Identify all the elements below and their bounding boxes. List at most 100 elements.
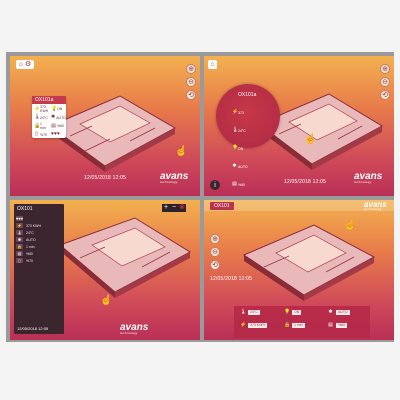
- brand-logo: avans technology: [160, 171, 188, 184]
- zoom-out-button[interactable]: ⊖: [186, 77, 196, 87]
- panel-4: OX101 avans technology ⊕ ⊖ ⟲ 12/05/2018 …: [204, 200, 394, 340]
- thermometer-icon: 🌡: [232, 127, 239, 133]
- stat-cell: ⚡ 373 KWH: [240, 323, 267, 328]
- side-row-value: 373 KWH: [26, 223, 41, 228]
- room-card-cells: ⚡ 373 KWH 💡 ON 🌡 24°C ✱ AUTO 🔒 1 min ▤ %60 ▯ %70 ♥♥♥: [32, 104, 66, 138]
- room-circle-title: OX101a: [238, 92, 257, 98]
- stat-value: 373 KWH: [40, 105, 49, 113]
- home-button[interactable]: ⌂ ⚙: [16, 60, 34, 69]
- info-button[interactable]: i: [210, 180, 220, 190]
- zoom-in-button[interactable]: ⊕: [186, 64, 196, 74]
- stat-cell: 🌡 24°C: [34, 115, 48, 120]
- zoom-out-icon: ⊖: [188, 79, 194, 86]
- zoom-in-button[interactable]: ⊕: [210, 234, 220, 244]
- thermometer-icon: 🌡: [240, 309, 247, 315]
- logo-text: avans: [160, 171, 189, 182]
- home-button[interactable]: ⌂: [208, 60, 217, 69]
- datetime: 12/05/2018 12:05: [17, 326, 49, 331]
- reset-button[interactable]: ⟲: [380, 90, 390, 100]
- hand-icon: ☝: [100, 295, 113, 306]
- reset-icon: ⟲: [188, 92, 194, 99]
- room-circle-popup[interactable]: OX101a ⚡373🌡24°C💡ON✱AUTO▤%60♥♥♥: [216, 84, 280, 187]
- floor-plan[interactable]: [204, 200, 394, 340]
- stat-value: AUTO: [56, 115, 66, 120]
- stat-value: ON: [238, 146, 244, 151]
- stat-cell: ▯ %70: [34, 132, 47, 137]
- side-row: ♥♥♥: [16, 216, 62, 221]
- hand-icon: ☝: [304, 134, 317, 145]
- logo-text: avans: [364, 200, 387, 209]
- stat-cell: ✱ AUTO: [51, 115, 66, 120]
- fan-icon: ✱: [328, 309, 333, 315]
- zoom-in-button[interactable]: ⊕: [380, 64, 390, 74]
- stat-cell: 💡 ON: [232, 146, 249, 151]
- room-card[interactable]: OX101a ⚡ 373 KWH 💡 ON 🌡 24°C ✱ AUTO 🔒 1 min ▤ %60 ▯%…: [32, 96, 66, 138]
- room-stats-bar[interactable]: 🌡 24°C 💡 ON ✱ AUTO ⚡ 373 KWH 🔒 1 min ▤ %60: [234, 306, 370, 338]
- stat-cell: 🔒 1 min: [34, 122, 47, 130]
- zoom-in-button[interactable]: +: [163, 204, 169, 211]
- stat-value: %60: [336, 323, 348, 328]
- side-row: ⚡ 373 KWH: [16, 223, 62, 228]
- side-row: ▤ %60: [16, 251, 62, 256]
- side-row: 🔒 1 min: [16, 244, 62, 249]
- heart-icon: ♥♥♥: [51, 131, 60, 137]
- reset-button[interactable]: ⟲: [210, 260, 220, 270]
- panel-1: ⌂ ⚙ ⊕ ⊖ ⟲ OX101a ⚡ 373 KWH 💡 ON 🌡 24°C ✱ AUTO 🔒 1…: [10, 56, 200, 196]
- datetime: 12/05/2018 12:05: [84, 175, 127, 181]
- stat-cell: 💡 ON: [284, 310, 302, 315]
- stat-value: %70: [39, 132, 47, 137]
- stat-value: AUTO: [336, 310, 350, 315]
- stat-value: %60: [238, 182, 246, 187]
- side-row-value: 24°C: [26, 230, 34, 235]
- hand-icon: ☝: [344, 220, 357, 231]
- stat-value: ON: [292, 310, 302, 315]
- home-icon: ⌂: [18, 61, 23, 68]
- stat-value: 373 KWH: [248, 323, 267, 328]
- room-card-title: OX101a: [32, 96, 66, 104]
- floor-plan[interactable]: [10, 200, 200, 340]
- reset-button[interactable]: ⟲: [186, 90, 196, 100]
- stat-cell: ▤ %60: [51, 122, 64, 130]
- datetime: 12/05/2018 12:05: [210, 276, 253, 282]
- top-bar: [204, 200, 394, 211]
- stat-cell: 🌡 24°C: [232, 128, 249, 133]
- bulb-icon: 💡: [51, 105, 58, 112]
- reset-icon: ⟲: [382, 92, 388, 99]
- side-panel-rows: ♥♥♥ ⚡ 373 KWH 🌡 24°C ✱ AUTO 🔒 1 min ▤ %60 ▯ %70: [14, 216, 64, 263]
- stat-cell: ▤ %60: [232, 182, 249, 187]
- door-icon: ▯: [16, 258, 23, 263]
- close-icon[interactable]: ⊗: [179, 204, 185, 211]
- zoom-in-icon: ⊕: [212, 236, 218, 243]
- zoom-toolbar: + − ⊗: [162, 204, 186, 212]
- brand-logo: avans technology: [354, 171, 382, 184]
- zoom-out-button[interactable]: ⊖: [210, 247, 220, 257]
- stat-cell: 🔒 1 min: [284, 323, 305, 328]
- stat-value: 24°C: [238, 128, 246, 133]
- stat-cell: 💡 ON: [51, 105, 64, 113]
- floor-plan[interactable]: [10, 56, 200, 196]
- home-icon: ⌂: [210, 61, 215, 68]
- zoom-out-button[interactable]: −: [171, 204, 177, 211]
- hand-icon: ☝: [175, 146, 188, 157]
- door-icon: ▯: [35, 131, 38, 137]
- reset-icon: ⟲: [212, 262, 218, 269]
- stat-cell: 🌡 24°C: [240, 310, 260, 315]
- blind-icon: ▤: [232, 181, 237, 187]
- datetime: 12/05/2018 12:05: [284, 179, 327, 185]
- lightning-icon: ⚡: [34, 105, 41, 112]
- logo-subtext: technology: [364, 207, 382, 211]
- room-tab-button[interactable]: OX101: [210, 202, 234, 210]
- stat-cell: ⚡ 373 KWH: [34, 105, 49, 113]
- side-row: 🌡 24°C: [16, 230, 62, 235]
- side-row-value: %60: [26, 251, 34, 256]
- room-side-panel[interactable]: OX101 ♥♥♥ ⚡ 373 KWH 🌡 24°C ✱ AUTO 🔒 1 min ▤ %60 ▯ %7…: [14, 204, 64, 334]
- screenshot-frame: ⌂ ⚙ ⊕ ⊖ ⟲ OX101a ⚡ 373 KWH 💡 ON 🌡 24°C ✱ AUTO 🔒 1…: [6, 52, 394, 342]
- zoom-out-button[interactable]: ⊖: [380, 77, 390, 87]
- info-icon: i: [214, 182, 216, 189]
- stat-cell: ⚡ 373: [232, 110, 249, 115]
- blind-icon: ▤: [328, 322, 333, 328]
- stat-cell: ▤ %60: [328, 322, 348, 328]
- brand-logo: avans technology: [120, 322, 148, 335]
- side-row: ✱ AUTO: [16, 237, 62, 242]
- stat-cell: ✱ AUTO: [232, 164, 249, 169]
